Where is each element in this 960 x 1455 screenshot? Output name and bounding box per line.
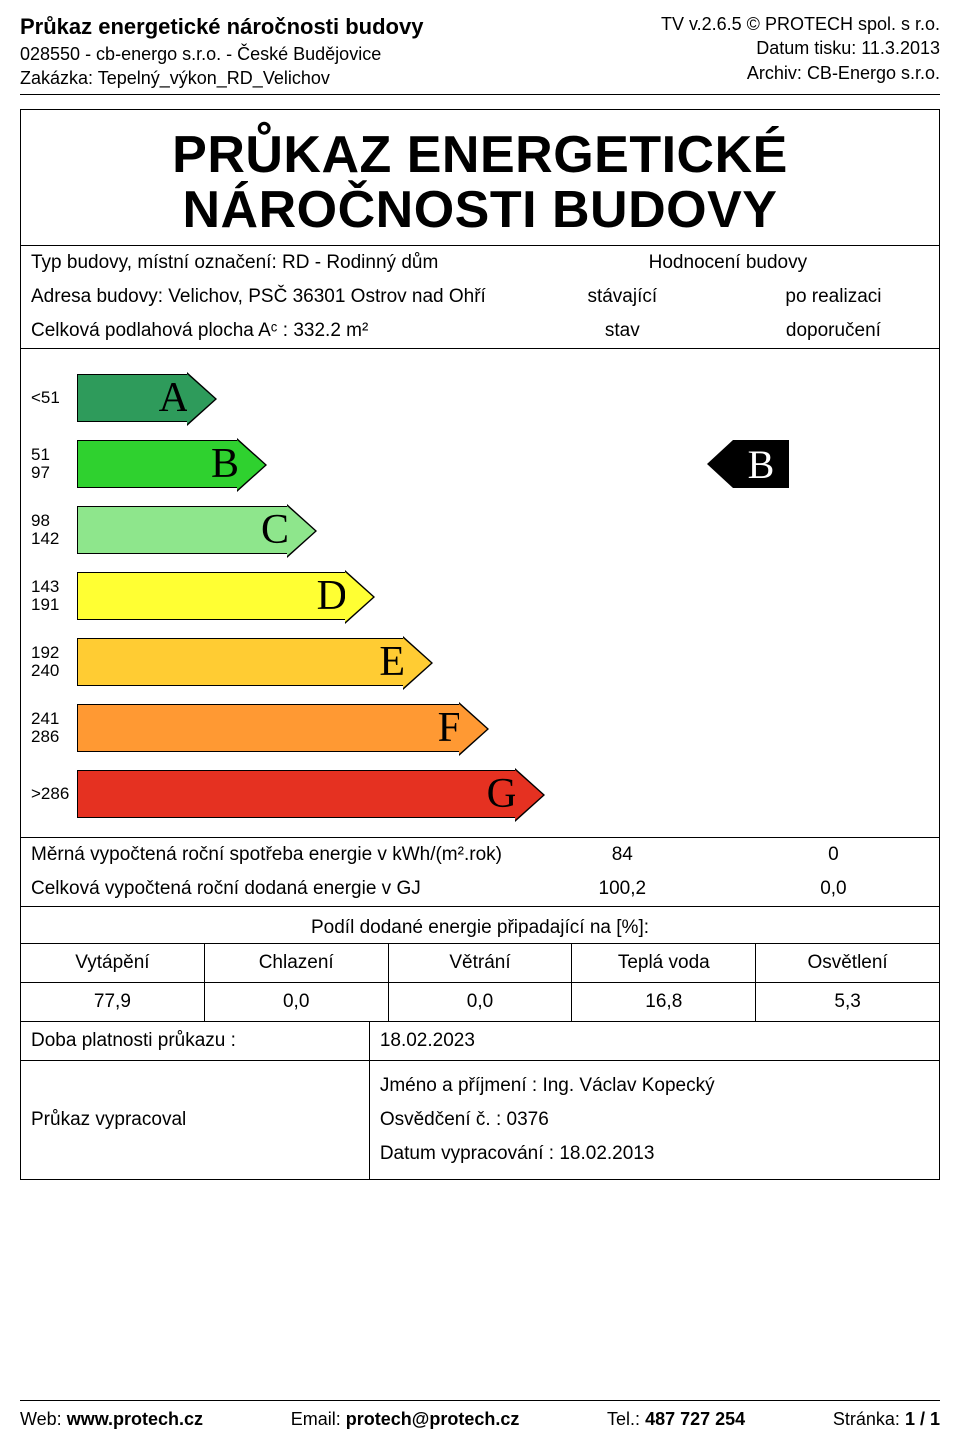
share-col-value: 5,3 [756, 982, 939, 1021]
certificate-title: PRŮKAZ ENERGETICKÉ NÁROČNOSTI BUDOVY [21, 110, 939, 245]
band-range: 143191 [21, 578, 77, 615]
share-col: Vytápění77,9 [21, 944, 205, 1021]
band-range: 5197 [21, 446, 77, 483]
band-range: 192240 [21, 644, 77, 681]
info-row3-c1: stav [517, 314, 728, 348]
share-col-label: Větrání [389, 944, 572, 982]
metric2-label: Celková vypočtená roční dodaná energie v… [21, 872, 517, 906]
energy-band-f: 241286 F [21, 695, 939, 761]
share-title: Podíl dodané energie připadající na [%]: [21, 906, 939, 943]
current-rating-tag: B [733, 440, 789, 488]
info-row1-rating: Hodnocení budovy [517, 246, 939, 281]
validity-value: 18.02.2023 [370, 1022, 939, 1060]
info-table: Typ budovy, místní označení: RD - Rodinn… [21, 245, 939, 348]
band-range: 241286 [21, 710, 77, 747]
info-row2-c1: stávající [517, 280, 728, 314]
band-letter: F [438, 704, 461, 752]
info-row2-c2: po realizaci [728, 280, 939, 314]
header-title: Průkaz energetické náročnosti budovy [20, 12, 423, 42]
metrics-table: Měrná vypočtená roční spotřeba energie v… [21, 837, 939, 906]
header-line3: Zakázka: Tepelný_výkon_RD_Velichov [20, 66, 423, 90]
share-table: Vytápění77,9Chlazení0,0Větrání0,0Teplá v… [21, 943, 939, 1021]
validity-row: Doba platnosti průkazu : 18.02.2023 [21, 1021, 939, 1060]
energy-band-a: <51 A [21, 365, 939, 431]
metric1-label: Měrná vypočtená roční spotřeba energie v… [21, 838, 517, 872]
share-col-value: 0,0 [389, 982, 572, 1021]
share-col-label: Teplá voda [572, 944, 755, 982]
band-arrow: B [77, 440, 237, 488]
footer-page: Stránka: 1 / 1 [833, 1409, 940, 1430]
metric2-v1: 100,2 [517, 872, 728, 906]
info-row1-label: Typ budovy, místní označení: RD - Rodinn… [21, 246, 517, 281]
author-date: Datum vypracování : 18.02.2013 [380, 1137, 929, 1171]
author-cert: Osvědčení č. : 0376 [380, 1103, 929, 1137]
share-col-value: 77,9 [21, 982, 204, 1021]
share-col-label: Vytápění [21, 944, 204, 982]
share-col-label: Osvětlení [756, 944, 939, 982]
share-col-value: 0,0 [205, 982, 388, 1021]
band-range: <51 [21, 389, 77, 408]
header-right3: Archiv: CB-Energo s.r.o. [661, 61, 940, 85]
band-range: 98142 [21, 512, 77, 549]
band-arrow: F [77, 704, 459, 752]
energy-band-d: 143191 D [21, 563, 939, 629]
band-letter: G [487, 770, 517, 818]
info-row3-label: Celková podlahová plocha Aᶜ : 332.2 m² [21, 314, 517, 348]
share-col-label: Chlazení [205, 944, 388, 982]
metric1-v1: 84 [517, 838, 728, 872]
info-row3-c2: doporučení [728, 314, 939, 348]
band-arrow: E [77, 638, 403, 686]
footer: Web: www.protech.cz Email: protech@prote… [20, 1400, 940, 1438]
band-letter: D [317, 572, 347, 620]
band-arrow: A [77, 374, 187, 422]
energy-band-e: 192240 E [21, 629, 939, 695]
energy-band-b: 5197 B B [21, 431, 939, 497]
energy-band-g: >286 G [21, 761, 939, 827]
certificate-box: PRŮKAZ ENERGETICKÉ NÁROČNOSTI BUDOVY Typ… [20, 109, 940, 1180]
validity-label: Doba platnosti průkazu : [21, 1022, 370, 1060]
author-name: Jméno a příjmení : Ing. Václav Kopecký [380, 1069, 929, 1103]
header-divider [20, 94, 940, 95]
band-letter: C [261, 506, 289, 554]
footer-web: Web: www.protech.cz [20, 1409, 203, 1430]
header-right2: Datum tisku: 11.3.2013 [661, 36, 940, 60]
share-col: Teplá voda16,8 [572, 944, 756, 1021]
band-range: >286 [21, 785, 77, 804]
energy-chart: <51 A 5197 B B 98142 C 143191 D 192240 E 241286 F >28… [21, 348, 939, 837]
metric1-v2: 0 [728, 838, 939, 872]
footer-tel: Tel.: 487 727 254 [607, 1409, 745, 1430]
author-label: Průkaz vypracoval [21, 1061, 370, 1179]
header: Průkaz energetické náročnosti budovy 028… [20, 12, 940, 90]
header-right1: TV v.2.6.5 © PROTECH spol. s r.o. [661, 12, 940, 36]
share-col: Větrání0,0 [389, 944, 573, 1021]
share-col: Osvětlení5,3 [756, 944, 939, 1021]
author-block: Průkaz vypracoval Jméno a příjmení : Ing… [21, 1060, 939, 1179]
band-arrow: D [77, 572, 345, 620]
band-letter: B [211, 440, 239, 488]
share-col-value: 16,8 [572, 982, 755, 1021]
footer-email: Email: protech@protech.cz [291, 1409, 520, 1430]
header-line2: 028550 - cb-energo s.r.o. - České Budějo… [20, 42, 423, 66]
metric2-v2: 0,0 [728, 872, 939, 906]
band-letter: A [159, 374, 189, 422]
band-letter: E [379, 638, 405, 686]
share-col: Chlazení0,0 [205, 944, 389, 1021]
band-arrow: C [77, 506, 287, 554]
info-row2-label: Adresa budovy: Velichov, PSČ 36301 Ostro… [21, 280, 517, 314]
band-arrow: G [77, 770, 515, 818]
energy-band-c: 98142 C [21, 497, 939, 563]
